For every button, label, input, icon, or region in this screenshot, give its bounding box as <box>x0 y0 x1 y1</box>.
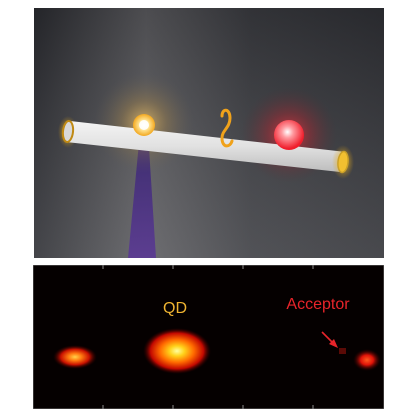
nanowire-left-end <box>61 120 75 143</box>
schematic-panel <box>34 8 384 258</box>
acceptor-label: Acceptor <box>286 296 350 313</box>
emission-image-panel: QD Acceptor <box>33 265 384 409</box>
donor-emitter-core <box>139 120 149 130</box>
schematic-illustration <box>34 8 384 258</box>
arrow-head-icon <box>329 339 338 348</box>
acceptor-emission-spot <box>339 348 346 354</box>
nanowire <box>66 121 346 172</box>
right-emission-spot <box>353 349 381 371</box>
image-frame-ticks <box>102 265 314 409</box>
energy-transfer-wave-icon <box>220 108 234 148</box>
qd-emission-spot <box>143 328 211 374</box>
qd-label: QD <box>163 300 187 317</box>
emission-image: QD Acceptor <box>33 265 384 409</box>
left-emission-spot <box>53 345 97 369</box>
nanowire-right-end <box>337 150 349 174</box>
acceptor-emitter <box>274 120 304 150</box>
emission-image-background <box>33 265 384 409</box>
